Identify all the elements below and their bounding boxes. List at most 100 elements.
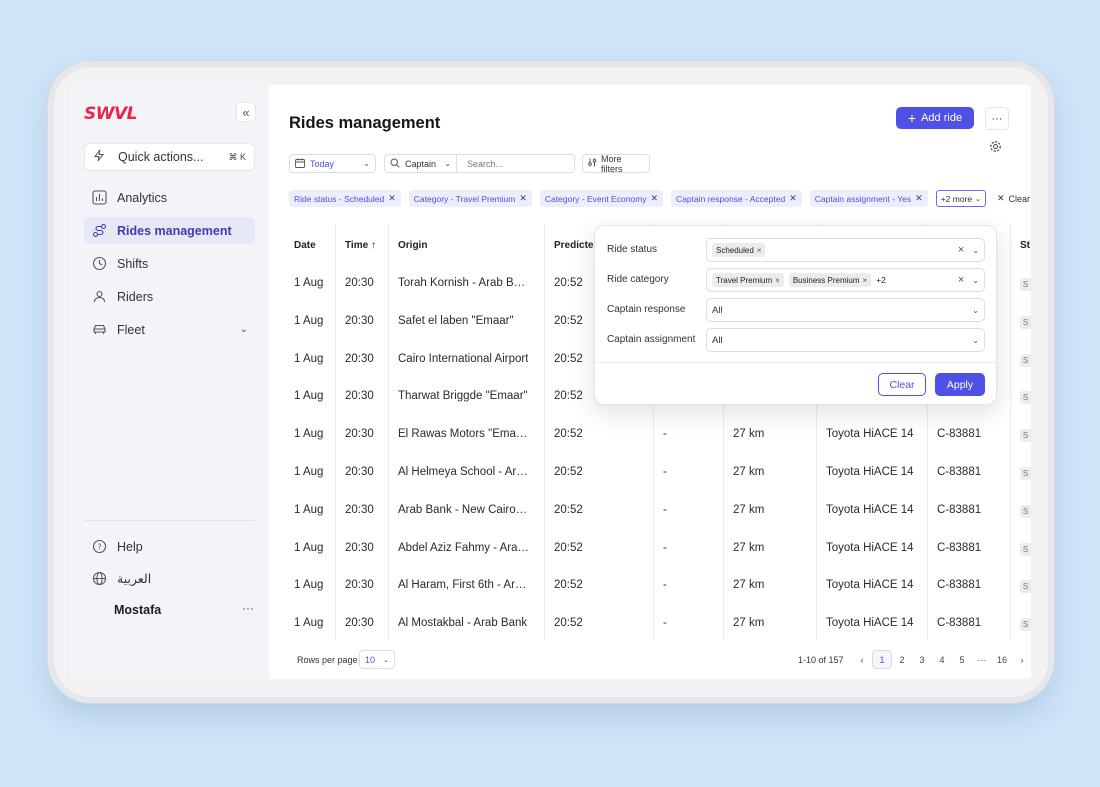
close-icon[interactable]: × (862, 275, 868, 285)
cell-predicted: 20:52 (554, 314, 583, 327)
route-icon (91, 223, 107, 239)
table-row[interactable]: 1 Aug 20:30 Al Helmeya School - Arab Bank 2… (289, 455, 1031, 493)
sidebar-item-analytics[interactable]: Analytics (84, 184, 255, 211)
close-icon[interactable]: ✕ (650, 193, 659, 203)
column-header-origin[interactable]: Origin (398, 239, 428, 251)
table-row[interactable]: 1 Aug 20:30 Tharwat Briggde "Emaar" 20:52 S (289, 379, 1031, 417)
plus-icon: + (907, 110, 917, 126)
cell-distance: 27 km (733, 579, 765, 592)
table-row[interactable]: 1 Aug 20:30 Torah Kornish - Arab Bank 20:52… (289, 266, 1031, 304)
clear-icon[interactable]: × (957, 244, 965, 256)
page-button[interactable]: 1 (872, 650, 892, 669)
cell-origin: Tharwat Briggde "Emaar" (398, 390, 528, 403)
filter-chip[interactable]: Captain assignment - Yes ✕ (809, 190, 928, 207)
chevron-down-icon: ⌄ (975, 195, 981, 203)
popover-apply-button[interactable]: Apply (935, 373, 985, 396)
date-select[interactable]: Today ⌄ (289, 154, 376, 173)
column-divider (723, 224, 724, 639)
table-header: Date Time ↑ Origin Predicted St (289, 224, 1031, 266)
captain-response-select[interactable]: All ⌄ (706, 298, 985, 322)
cell-origin: El Rawas Motors "Emaar" (398, 428, 530, 441)
collapse-sidebar-button[interactable]: « (236, 102, 256, 122)
page-button[interactable]: 3 (919, 654, 925, 665)
table-row[interactable]: 1 Aug 20:30 Safet el laben "Emaar" 20:52 S (289, 304, 1031, 342)
filter-chip[interactable]: Category - Travel Premium ✕ (408, 190, 532, 207)
search-scope-select[interactable]: Captain ⌄ (385, 155, 457, 172)
close-icon[interactable]: ✕ (915, 193, 923, 203)
table-row[interactable]: 1 Aug 20:30 Arab Bank - New Cairo Branch 20… (289, 493, 1031, 531)
sidebar-item-riders[interactable]: Riders (84, 283, 255, 310)
selected-tag: Travel Premium × (712, 273, 784, 287)
popover-clear-button[interactable]: Clear (878, 373, 926, 396)
prev-page-button[interactable]: ‹ (860, 654, 864, 665)
filter-chip[interactable]: Ride status - Scheduled ✕ (289, 190, 401, 207)
chevron-down-icon: ⌄ (444, 159, 451, 168)
brand-logo: SWVL (84, 104, 137, 124)
close-icon[interactable]: × (775, 275, 780, 285)
cell-time: 20:30 (345, 428, 374, 441)
filter-chip[interactable]: Captain response - Accepted ✕ (671, 190, 802, 207)
rows-per-page-label: Rows per page (297, 655, 358, 665)
sidebar-item-language[interactable]: العربية (84, 565, 255, 592)
ride-status-select[interactable]: Scheduled × × ⌄ (706, 238, 985, 262)
cell-time: 20:30 (345, 617, 374, 630)
column-header-status[interactable]: St (1020, 239, 1030, 251)
cell-predicted: 20:52 (554, 390, 583, 403)
sidebar-item-fleet[interactable]: Fleet ⌄ (84, 316, 255, 343)
close-icon[interactable]: ✕ (388, 193, 396, 203)
filter-label: Captain response (607, 304, 686, 315)
sidebar-item-rides-management[interactable]: Rides management (84, 217, 255, 244)
cell-date: 1 Aug (294, 579, 324, 592)
quick-actions-button[interactable]: Quick actions... ⌘ K (84, 143, 255, 171)
more-options-button[interactable]: ··· (985, 107, 1009, 130)
filter-chip-label: Captain response - Accepted (676, 193, 786, 204)
clear-icon[interactable]: × (957, 274, 965, 286)
page-button[interactable]: 5 (959, 654, 965, 665)
page-button[interactable]: 2 (899, 654, 905, 665)
cell-distance: 27 km (733, 465, 765, 478)
pagination: ‹ 1 2 3 4 5 ··· 16 › (852, 650, 1031, 669)
search-scope-label: Captain (405, 158, 437, 169)
rides-table: Date Time ↑ Origin Predicted St 1 Aug 20:… (289, 224, 1031, 644)
close-icon[interactable]: ✕ (789, 193, 797, 203)
table-row[interactable]: 1 Aug 20:30 Cairo International Airport 20:… (289, 342, 1031, 380)
table-row[interactable]: 1 Aug 20:30 Al Mostakbal - Arab Bank 20:52 -… (289, 606, 1031, 644)
cell-origin: Cairo International Airport (398, 352, 529, 365)
cell-date: 1 Aug (294, 541, 324, 554)
sidebar-item-help[interactable]: ? Help (84, 533, 255, 560)
filter-chip[interactable]: Category - Event Economy ✕ (539, 190, 664, 207)
cell-plate: C-83881 (937, 465, 982, 478)
selected-tag: Scheduled × (712, 243, 766, 257)
table-row[interactable]: 1 Aug 20:30 El Rawas Motors "Emaar" 20:52 - 2… (289, 417, 1031, 455)
add-ride-label: Add ride (921, 112, 963, 124)
sidebar-item-label: Fleet (117, 322, 145, 337)
gear-icon[interactable] (989, 140, 1002, 153)
column-divider (1010, 224, 1011, 639)
cell-date: 1 Aug (294, 277, 324, 289)
table-row[interactable]: 1 Aug 20:30 Al Haram, First 6th - Arab Ban… (289, 568, 1031, 606)
clear-filters-button[interactable]: ✕ Clear (997, 193, 1030, 204)
cell-captain: - (663, 465, 667, 478)
more-filters-button[interactable]: More filters (582, 154, 650, 174)
search-input[interactable] (457, 158, 557, 169)
close-icon[interactable]: × (756, 245, 762, 255)
ride-category-select[interactable]: Travel Premium × Business Premium × +2 × ⌄ (706, 268, 985, 292)
column-header-time[interactable]: Time ↑ (345, 239, 376, 251)
add-ride-button[interactable]: + Add ride (896, 107, 974, 129)
sidebar-item-shifts[interactable]: Shifts (84, 250, 255, 277)
table-row[interactable]: 1 Aug 20:30 Abdel Aziz Fahmy - Arab Bank 20… (289, 531, 1031, 569)
more-chips-button[interactable]: +2 more ⌄ (935, 190, 986, 207)
column-header-predicted[interactable]: Predicted (554, 239, 600, 251)
cell-date: 1 Aug (294, 314, 324, 327)
next-page-button[interactable]: › (1020, 654, 1024, 665)
chevron-down-icon[interactable]: ⌄ (239, 324, 248, 335)
captain-assignment-select[interactable]: All ⌄ (706, 328, 985, 352)
user-menu-button[interactable]: ··· (242, 601, 254, 615)
rows-per-page-select[interactable]: 10 ⌄ (359, 650, 395, 669)
close-icon[interactable]: ✕ (519, 193, 527, 203)
tag-label: Scheduled (716, 245, 754, 255)
column-header-date[interactable]: Date (294, 239, 316, 251)
cell-date: 1 Aug (294, 617, 324, 630)
page-button[interactable]: 4 (939, 654, 945, 665)
page-button[interactable]: 16 (996, 654, 1007, 665)
